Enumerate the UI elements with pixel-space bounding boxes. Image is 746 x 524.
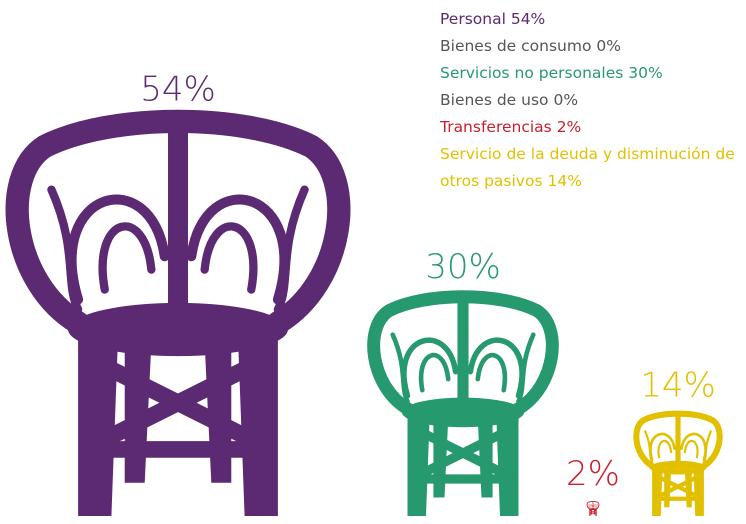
value-label: 2% xyxy=(566,454,620,494)
chair-back xyxy=(5,109,351,335)
chair-stretcher xyxy=(653,474,703,501)
chair-leg xyxy=(589,509,591,516)
chair-stretcher xyxy=(589,510,597,514)
chair-leg xyxy=(407,416,430,516)
legend-value: 0% xyxy=(553,91,579,109)
legend-value: 14% xyxy=(547,172,582,190)
chair xyxy=(586,500,600,516)
chair-back xyxy=(586,500,600,510)
value-label: 54% xyxy=(140,69,216,109)
chair-leg xyxy=(595,509,597,516)
legend-label: Bienes de uso xyxy=(440,91,549,109)
chair-arch xyxy=(644,430,654,464)
chair xyxy=(367,290,559,516)
chair-arch xyxy=(593,505,596,508)
chair-arch xyxy=(98,222,156,294)
legend-entry: Personal 54% xyxy=(440,6,746,33)
chair-arch xyxy=(273,185,309,314)
legend-label: Servicio de la deuda y disminución de ot… xyxy=(440,145,735,190)
chair-arch xyxy=(683,440,699,459)
chair-spine xyxy=(457,301,469,405)
chair-arch xyxy=(596,503,598,509)
chair-back xyxy=(633,410,723,469)
chair-arch xyxy=(418,352,451,393)
legend-label: Bienes de consumo xyxy=(440,37,592,55)
chair-seat xyxy=(649,460,707,475)
chair-arch xyxy=(200,222,258,294)
chair-arch xyxy=(657,440,673,459)
chair-seat xyxy=(401,397,525,428)
chair-back xyxy=(367,290,559,416)
legend-label: Transferencias xyxy=(440,118,552,136)
chair-leg xyxy=(78,336,119,516)
legend-label: Servicios no personales xyxy=(440,64,624,82)
legend-value: 30% xyxy=(628,64,663,82)
chair-spine xyxy=(675,415,681,465)
legend-entry: Transferencias 2% xyxy=(440,114,746,141)
chair-arch xyxy=(390,332,410,404)
legend-value: 0% xyxy=(596,37,621,55)
chair-arch xyxy=(47,185,83,314)
chair-leg xyxy=(652,469,663,516)
chair-stretcher xyxy=(83,354,273,458)
chair-arch xyxy=(475,352,508,393)
chair-stretcher xyxy=(410,426,516,484)
chair-arch xyxy=(590,505,593,508)
legend-entry: Servicios no personales 30% xyxy=(440,60,746,87)
chair-leg xyxy=(496,416,519,516)
legend-entry: Bienes de uso 0% xyxy=(440,87,746,114)
chair-arch xyxy=(516,332,536,404)
value-label: 30% xyxy=(425,247,501,287)
legend-entry: Servicio de la deuda y disminución de ot… xyxy=(440,141,746,195)
legend-label: Personal xyxy=(440,10,506,28)
chair-leg xyxy=(693,469,704,516)
value-label: 14% xyxy=(640,365,716,405)
chair-spine xyxy=(592,501,594,509)
chair-arch xyxy=(702,430,712,464)
chair-leg xyxy=(237,336,278,516)
legend-entry: Bienes de consumo 0% xyxy=(440,33,746,60)
chair-seat xyxy=(68,302,288,357)
chair xyxy=(633,410,723,516)
chair-seat xyxy=(588,508,598,511)
legend: Personal 54% Bienes de consumo 0% Servicio… xyxy=(440,6,746,195)
chair-spine xyxy=(168,129,188,317)
legend-value: 54% xyxy=(510,10,546,28)
chair-arch xyxy=(588,503,590,509)
chair xyxy=(5,109,351,516)
legend-value: 2% xyxy=(556,118,582,136)
